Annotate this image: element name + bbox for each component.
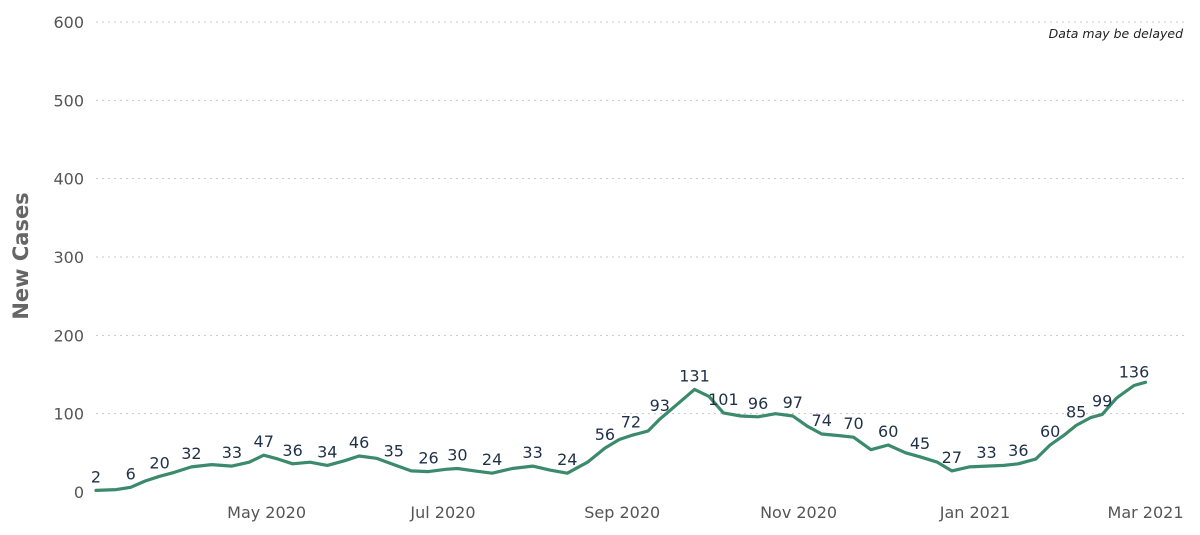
data-label: 93 <box>650 396 670 415</box>
data-label: 32 <box>181 444 201 463</box>
y-tick-label: 300 <box>53 248 84 267</box>
data-label: 97 <box>783 393 803 412</box>
gridlines <box>96 21 1185 415</box>
x-axis-ticks: May 2020 Jul 2020 Sep 2020 Nov 2020 Jan 2021… <box>227 503 1183 522</box>
x-tick-label: May 2020 <box>227 503 306 522</box>
x-tick-label: Jul 2020 <box>409 503 475 522</box>
data-label: 36 <box>1008 441 1028 460</box>
data-label: 131 <box>679 366 710 385</box>
data-label: 26 <box>418 449 438 468</box>
y-tick-label: 500 <box>53 91 84 110</box>
data-label: 101 <box>708 390 739 409</box>
y-tick-label: 400 <box>53 170 84 189</box>
data-label: 30 <box>447 446 467 465</box>
y-axis-label: New Cases <box>9 192 33 319</box>
data-label: 33 <box>522 443 542 462</box>
y-tick-label: 0 <box>74 483 84 502</box>
data-label: 24 <box>557 450 577 469</box>
x-tick-label: Sep 2020 <box>584 503 660 522</box>
series-line <box>94 380 1148 492</box>
data-label: 36 <box>282 441 302 460</box>
data-label: 136 <box>1119 362 1150 381</box>
data-label: 56 <box>595 425 615 444</box>
data-label: 33 <box>976 443 996 462</box>
y-tick-label: 200 <box>53 326 84 345</box>
x-tick-label: Nov 2020 <box>760 503 837 522</box>
data-label: 47 <box>254 432 274 451</box>
data-label: 27 <box>942 448 962 467</box>
moving-average-line <box>94 380 1148 492</box>
data-label: 33 <box>222 443 242 462</box>
data-label: 24 <box>482 450 502 469</box>
data-label: 46 <box>349 433 369 452</box>
y-axis-ticks: 0 100 200 300 400 500 600 <box>53 13 84 502</box>
data-label: 96 <box>748 394 768 413</box>
y-tick-label: 600 <box>53 13 84 32</box>
data-label: 6 <box>126 464 136 483</box>
data-label: 35 <box>384 442 404 461</box>
data-label: 20 <box>149 453 169 472</box>
data-label: 60 <box>878 422 898 441</box>
data-label: 60 <box>1040 422 1060 441</box>
data-label: 45 <box>910 434 930 453</box>
data-delay-note: Data may be delayed <box>1049 26 1183 41</box>
data-label: 99 <box>1092 391 1112 410</box>
data-label: 2 <box>91 467 101 486</box>
y-tick-label: 100 <box>53 405 84 424</box>
data-label: 74 <box>812 411 832 430</box>
data-label: 72 <box>621 413 641 432</box>
data-label: 85 <box>1066 402 1086 421</box>
x-tick-label: Mar 2021 <box>1108 503 1184 522</box>
data-label: 70 <box>843 414 863 433</box>
data-label: 34 <box>317 442 337 461</box>
x-tick-label: Jan 2021 <box>939 503 1010 522</box>
